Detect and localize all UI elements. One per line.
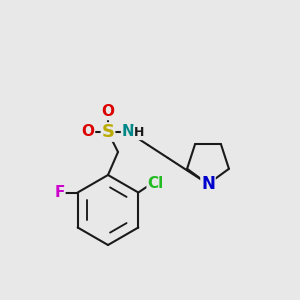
Text: N: N <box>201 175 215 193</box>
Text: O: O <box>82 124 94 140</box>
Text: N: N <box>122 124 134 140</box>
Text: F: F <box>55 185 65 200</box>
Text: S: S <box>101 123 115 141</box>
Text: H: H <box>134 127 144 140</box>
Text: Cl: Cl <box>147 176 164 191</box>
Text: O: O <box>101 104 115 119</box>
